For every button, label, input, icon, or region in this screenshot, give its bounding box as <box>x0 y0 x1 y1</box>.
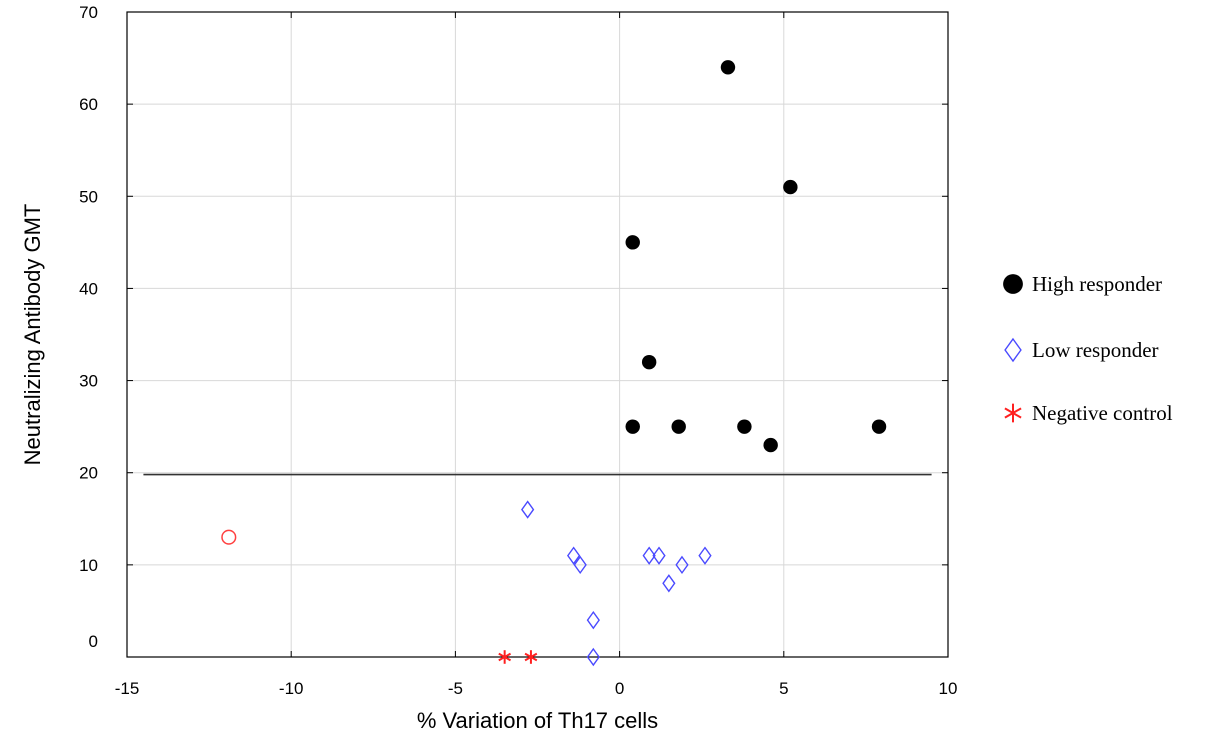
x-tick-label: -5 <box>448 679 463 698</box>
x-tick-label: 5 <box>779 679 788 698</box>
x-tick-label: -10 <box>279 679 304 698</box>
y-tick-label: 10 <box>79 556 98 575</box>
point-series-2 <box>524 650 538 664</box>
point-series-1 <box>586 647 600 667</box>
legend-label: High responder <box>1032 272 1162 296</box>
point-series-1 <box>698 546 712 565</box>
data-points <box>221 60 887 667</box>
y-tick-label: 70 <box>79 3 98 22</box>
point-series-1 <box>662 574 676 593</box>
point-series-1 <box>586 610 600 630</box>
x-tick-label: 0 <box>615 679 624 698</box>
point-series-0 <box>671 419 686 434</box>
point-series-3 <box>221 529 237 545</box>
point-series-1 <box>675 555 689 575</box>
y-tick-label: 20 <box>79 464 98 483</box>
point-series-0 <box>737 419 752 434</box>
legend-marker <box>1004 403 1022 423</box>
legend-item: Negative control <box>1004 401 1173 425</box>
plot-frame <box>126 11 949 658</box>
y-axis-title: Neutralizing Antibody GMT <box>20 204 45 466</box>
legend: High responder Low responder Negative cont… <box>1003 272 1173 425</box>
point-series-0 <box>720 60 736 75</box>
legend-item: High responder <box>1003 272 1162 296</box>
point-series-1 <box>567 546 581 565</box>
x-tick-label: -15 <box>115 679 140 698</box>
axis-ticks: -15 -10 -5 0 5 10 0 10 20 30 40 50 60 70 <box>79 3 957 698</box>
point-series-1 <box>573 555 587 575</box>
point-series-0 <box>763 437 778 453</box>
point-series-0 <box>783 179 798 195</box>
y-tick-label: 30 <box>79 372 98 391</box>
y-tick-label: 50 <box>79 187 98 206</box>
x-tick-label: 10 <box>939 679 958 698</box>
point-series-1 <box>642 546 656 565</box>
point-series-0 <box>625 419 640 434</box>
legend-label: Low responder <box>1032 338 1159 362</box>
point-series-2 <box>498 650 512 664</box>
point-series-1 <box>521 500 535 519</box>
legend-marker <box>1003 274 1023 294</box>
point-series-1 <box>652 546 666 565</box>
x-axis-title: % Variation of Th17 cells <box>417 708 658 733</box>
point-series-0 <box>625 235 640 250</box>
legend-item: Low responder <box>1004 337 1159 363</box>
y-tick-label: 60 <box>79 95 98 114</box>
y-tick-label: 0 <box>89 632 98 651</box>
point-series-0 <box>641 354 657 370</box>
grid-lines <box>127 12 948 657</box>
y-tick-label: 40 <box>79 279 98 298</box>
point-series-0 <box>871 419 887 434</box>
legend-marker <box>1004 337 1022 363</box>
legend-label: Negative control <box>1032 401 1173 425</box>
